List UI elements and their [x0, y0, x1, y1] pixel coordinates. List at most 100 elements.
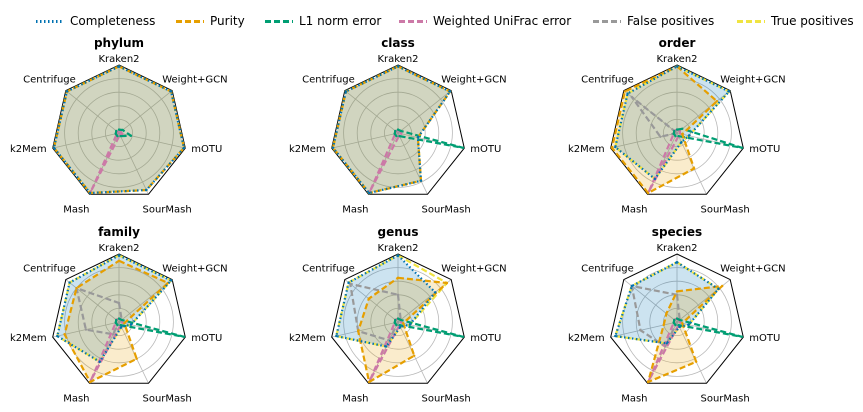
data-point-completeness [665, 342, 668, 345]
data-point-completeness [367, 191, 371, 195]
axis-label-mash: Mash [342, 204, 368, 215]
radar-panel-species: species Kraken2 Weight+GCN mOTU SourMash Mash… [568, 225, 786, 404]
radar-frame [331, 64, 465, 195]
data-point-completeness [727, 90, 731, 93]
data-point-completeness [145, 188, 148, 192]
legend-item-purity: Purity [176, 10, 245, 32]
data-point-l1-norm-error [119, 323, 122, 327]
series-area-completeness [615, 262, 719, 344]
data-point-completeness [416, 136, 420, 139]
data-point-l1-norm-error [394, 129, 397, 133]
series-line-purity [610, 65, 719, 195]
data-point-purity [413, 354, 416, 357]
axis-label-sourmash: SourMash [701, 393, 750, 404]
axis-label-mash: Mash [63, 204, 89, 215]
data-point-completeness [687, 134, 691, 137]
axis-label-centrifuge: Centrifuge [23, 264, 76, 275]
panel-title: family [98, 225, 140, 239]
data-point-completeness [614, 334, 617, 338]
grid-spoke [65, 279, 120, 323]
series-line-purity [357, 276, 448, 384]
data-point-l1-norm-error [117, 317, 121, 320]
grid-spoke [344, 279, 399, 323]
data-point-weighted-unifrac-error [121, 321, 124, 324]
axis-label-sourmash: SourMash [422, 204, 471, 215]
grid-spoke [118, 321, 149, 384]
axis-label-k2mem: k2Mem [568, 144, 605, 155]
data-point-false-positives [675, 293, 679, 296]
data-point-completeness [331, 146, 335, 149]
radar-frame [610, 64, 744, 195]
data-point-completeness [68, 281, 71, 284]
data-point-l1-norm-error [398, 134, 401, 138]
data-point-false-positives [675, 131, 679, 135]
data-point-completeness [117, 254, 121, 257]
axis-label-mash: Mash [63, 393, 89, 404]
grid-spoke [676, 90, 731, 134]
axis-label-sourmash: SourMash [143, 204, 192, 215]
axis-label-centrifuge: Centrifuge [302, 264, 355, 275]
data-point-purity [357, 329, 360, 333]
data-point-l1-norm-error [395, 323, 398, 327]
data-point-false-positives [675, 320, 679, 324]
data-point-l1-norm-error [396, 317, 400, 320]
panel-title: phylum [94, 36, 144, 50]
data-point-l1-norm-error [681, 127, 684, 130]
legend-swatch-weighted-unifrac-error [399, 19, 427, 23]
data-point-completeness [653, 177, 657, 181]
radar-frame [610, 253, 744, 384]
data-point-purity [367, 380, 371, 384]
data-point-weighted-unifrac-error [119, 130, 122, 133]
data-point-completeness [56, 334, 59, 338]
axis-label-weight-gcn: Weight+GCN [162, 75, 227, 86]
data-point-l1-norm-error [675, 128, 679, 131]
legend-item-completeness: Completeness [36, 10, 155, 32]
grid-spoke [118, 132, 149, 195]
data-point-l1-norm-error [673, 318, 676, 322]
data-point-l1-norm-error [461, 146, 465, 149]
radar-panel-genus: genus Kraken2 Weight+GCN mOTU SourMash Mash k2… [289, 225, 507, 404]
data-point-l1-norm-error [117, 128, 121, 131]
data-point-completeness [717, 287, 720, 291]
data-point-l1-norm-error [182, 335, 186, 338]
data-point-l1-norm-error [395, 134, 398, 138]
data-point-purity [692, 167, 696, 170]
series-line-purity [646, 284, 724, 384]
grid-spoke [331, 321, 399, 338]
data-point-completeness [396, 65, 400, 68]
data-point-l1-norm-error [461, 335, 465, 338]
data-point-purity [623, 90, 627, 93]
grid-spoke [397, 132, 428, 195]
series-line-completeness [52, 65, 186, 195]
data-point-completeness [98, 360, 102, 363]
data-point-completeness [88, 191, 92, 195]
grid-spoke [331, 132, 399, 149]
axis-label-motu: mOTU [470, 144, 501, 155]
data-point-purity [402, 322, 405, 325]
legend-label-false-positives: False positives [627, 14, 715, 28]
legend-label-completeness: Completeness [70, 14, 156, 28]
axis-label-sourmash: SourMash [143, 393, 192, 404]
axis-label-weight-gcn: Weight+GCN [162, 264, 227, 275]
series-line-completeness [614, 261, 720, 345]
data-point-l1-norm-error [129, 134, 133, 137]
radar-frame [52, 64, 186, 195]
grid-spoke [397, 90, 452, 134]
legend-swatch-l1-norm-error [265, 19, 293, 23]
data-point-completeness [335, 334, 338, 338]
axis-label-mash: Mash [621, 393, 647, 404]
axis-label-centrifuge: Centrifuge [302, 75, 355, 86]
axis-label-motu: mOTU [749, 144, 780, 155]
axis-label-motu: mOTU [191, 333, 222, 344]
series-area-completeness [333, 66, 451, 193]
data-point-weighted-unifrac-error [400, 321, 403, 324]
legend-label-true-positives: True positives [771, 14, 854, 28]
data-point-purity [662, 323, 665, 327]
data-point-completeness [396, 254, 400, 257]
data-point-false-positives [396, 320, 400, 324]
series-area-purity [358, 277, 447, 382]
panel-title: species [652, 225, 702, 239]
data-point-l1-norm-error [115, 129, 118, 133]
radar-frame [52, 253, 186, 384]
